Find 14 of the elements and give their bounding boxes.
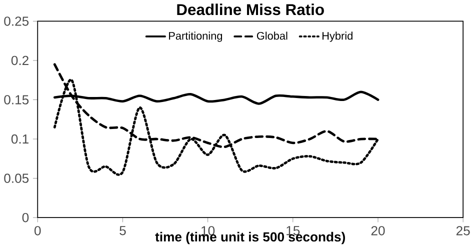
x-tick-label: 25 <box>456 226 470 236</box>
y-tick-label: 0.25 <box>4 16 29 26</box>
x-tick-label: 20 <box>371 226 385 236</box>
chart-title: Deadline Miss Ratio <box>177 4 324 16</box>
legend-label: Hybrid <box>322 32 352 42</box>
legend-label: Global <box>256 32 288 40</box>
y-tick-label: 0.2 <box>11 56 28 66</box>
x-tick-label: 0 <box>34 226 41 236</box>
x-tick-label: 5 <box>120 226 126 236</box>
y-tick-label: 0.1 <box>11 134 28 144</box>
y-tick-label: 0.05 <box>4 174 29 184</box>
y-tick-label: 0 <box>22 213 29 222</box>
legend-label: Partitioning <box>169 32 222 42</box>
y-tick-label: 0.15 <box>4 95 29 104</box>
